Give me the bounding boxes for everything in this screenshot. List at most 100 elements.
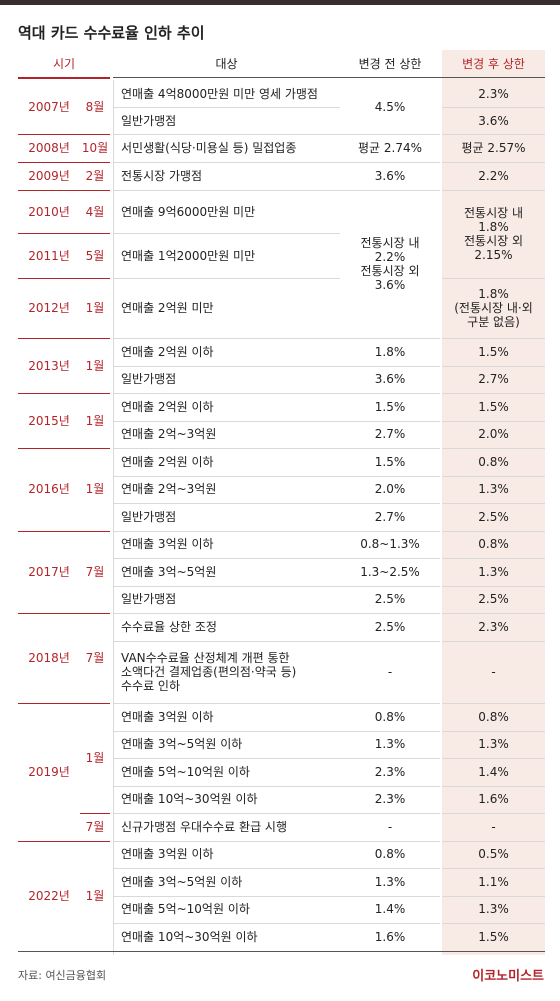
month: 4월	[85, 204, 105, 219]
row-rule	[442, 613, 545, 614]
before: 0.8%	[374, 709, 406, 724]
year: 2010년	[28, 204, 70, 219]
header-period: 시기	[52, 57, 76, 71]
row-rule	[113, 613, 340, 614]
target: 연매출 5억~10억원 이하	[121, 902, 250, 917]
target: 일반가맹점	[121, 372, 177, 387]
row-rule	[113, 107, 340, 108]
before: 1.3%	[374, 874, 406, 889]
row-rule	[113, 730, 340, 732]
target: 연매출 3억원 이하	[121, 709, 214, 724]
before: 1.6%	[374, 929, 406, 944]
after: -	[491, 665, 496, 679]
month: 8월	[85, 100, 105, 114]
row-rule	[340, 365, 440, 367]
before: 2.5%	[374, 592, 406, 607]
row-rule	[113, 365, 340, 367]
row-rule	[113, 162, 340, 163]
target: 연매출 3억~5억원	[121, 564, 217, 579]
target: 연매출 9억6000만원 미만	[121, 204, 256, 219]
row-rule	[340, 613, 440, 614]
after: -	[491, 819, 496, 834]
before: 1.3~2.5%	[360, 564, 420, 579]
group-rule	[80, 530, 110, 532]
row-rule	[113, 813, 340, 814]
after: 0.8%	[478, 709, 509, 724]
after: 0.5%	[478, 847, 509, 862]
group-rule	[18, 703, 80, 704]
row-rule	[113, 840, 340, 842]
before: 4.5%	[374, 100, 406, 114]
before: 2.0%	[374, 482, 406, 497]
target: 연매출 10억~30억원 이하	[121, 792, 258, 807]
row-rule	[340, 420, 440, 422]
year: 2015년	[28, 413, 70, 428]
month: 10월	[81, 141, 109, 155]
period-divider	[113, 80, 114, 955]
row-rule	[442, 813, 545, 814]
group-rule	[18, 190, 80, 191]
before: 2.5%	[374, 620, 406, 634]
target: 연매출 4억8000만원 미만 영세 가맹점	[121, 86, 318, 101]
month: 1월	[85, 413, 105, 428]
row-rule	[113, 758, 340, 759]
target: 일반가맹점	[121, 592, 177, 607]
group-rule	[80, 840, 110, 842]
row-rule	[340, 641, 440, 642]
row-rule	[442, 420, 545, 422]
group-rule	[18, 278, 80, 279]
year: 2019년	[28, 764, 70, 779]
row-rule	[340, 730, 440, 732]
before: 2.3%	[374, 792, 406, 807]
row-rule	[442, 475, 545, 477]
group-rule	[18, 134, 80, 135]
row-rule	[442, 162, 545, 163]
after: 1.8% (전통시장 내·외 구분 없음)	[454, 287, 533, 329]
row-rule	[442, 530, 545, 532]
row-rule	[442, 703, 545, 704]
before: 1.8%	[374, 344, 406, 359]
target: 일반가맹점	[121, 509, 177, 524]
after-column-bg	[442, 50, 545, 955]
row-rule	[340, 813, 440, 814]
header-before: 변경 전 상한	[358, 57, 422, 71]
row-rule	[340, 585, 440, 587]
after: 2.5%	[478, 509, 509, 524]
row-rule	[442, 503, 545, 504]
row-rule	[442, 278, 545, 279]
group-rule	[80, 448, 110, 449]
target: 신규가맹점 우대수수료 환급 시행	[121, 819, 288, 834]
target: 연매출 10억~30억원 이하	[121, 929, 258, 944]
group-rule	[80, 393, 110, 394]
target: VAN수수료율 산정체계 개편 통한 소액다건 결제업종(편의점·약국 등) 수…	[121, 651, 297, 693]
row-rule	[442, 134, 545, 135]
row-rule	[442, 840, 545, 842]
before: 2.7%	[374, 509, 406, 524]
target: 연매출 3억원 이하	[121, 537, 214, 552]
before: 2.7%	[374, 427, 406, 442]
row-rule	[442, 448, 545, 449]
group-rule	[80, 703, 110, 704]
row-rule	[340, 393, 440, 394]
before: 전통시장 내 2.2% 전통시장 외 3.6%	[360, 236, 420, 292]
row-rule	[340, 162, 440, 163]
after: 1.6%	[478, 792, 509, 807]
group-rule	[80, 613, 110, 614]
group-rule	[80, 813, 110, 814]
month: 1월	[85, 482, 105, 497]
group-rule	[80, 338, 110, 339]
target: 연매출 1억2000만원 미만	[121, 248, 256, 263]
after: 2.7%	[478, 372, 509, 387]
row-rule	[113, 278, 340, 279]
after: 2.3%	[478, 620, 509, 634]
year: 2013년	[28, 358, 70, 373]
row-rule	[113, 233, 340, 234]
footer-source: 자료: 여신금융협회	[18, 969, 107, 982]
after: 1.3%	[478, 737, 509, 752]
row-rule	[442, 338, 545, 339]
row-rule	[442, 895, 545, 897]
after: 전통시장 내 1.8% 전통시장 외 2.15%	[463, 206, 523, 262]
title: 역대 카드 수수료율 인하 추이	[18, 24, 205, 42]
year: 2008년	[28, 141, 70, 155]
